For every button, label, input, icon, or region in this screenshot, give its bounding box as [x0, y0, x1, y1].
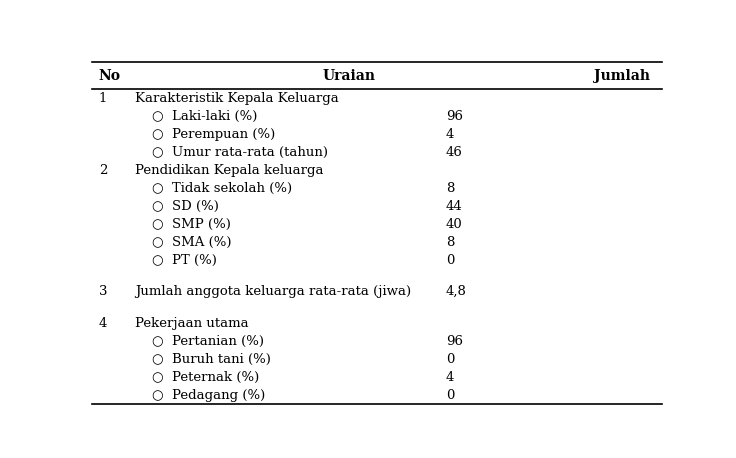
- Text: 1: 1: [99, 92, 107, 104]
- Text: 2: 2: [99, 164, 107, 176]
- Text: 0: 0: [445, 353, 454, 365]
- Text: 0: 0: [445, 254, 454, 267]
- Text: ○  SMP (%): ○ SMP (%): [152, 218, 231, 230]
- Text: 4: 4: [445, 371, 454, 384]
- Text: 46: 46: [445, 146, 462, 158]
- Text: 4: 4: [99, 316, 107, 330]
- Text: ○  Tidak sekolah (%): ○ Tidak sekolah (%): [152, 181, 292, 195]
- Text: ○  Perempuan (%): ○ Perempuan (%): [152, 127, 275, 141]
- Text: ○  Peternak (%): ○ Peternak (%): [152, 371, 259, 384]
- Text: ○  PT (%): ○ PT (%): [152, 254, 217, 267]
- Text: ○  SMA (%): ○ SMA (%): [152, 235, 231, 249]
- Text: 8: 8: [445, 235, 454, 249]
- Text: ○  Umur rata-rata (tahun): ○ Umur rata-rata (tahun): [152, 146, 328, 158]
- Text: ○  Buruh tani (%): ○ Buruh tani (%): [152, 353, 271, 365]
- Text: 96: 96: [445, 109, 463, 123]
- Text: Karakteristik Kepala Keluarga: Karakteristik Kepala Keluarga: [135, 92, 339, 104]
- Text: 44: 44: [445, 200, 462, 213]
- Text: Jumlah: Jumlah: [594, 69, 650, 82]
- Text: ○  Laki-laki (%): ○ Laki-laki (%): [152, 109, 258, 123]
- Text: Pendidikan Kepala keluarga: Pendidikan Kepala keluarga: [135, 164, 323, 176]
- Text: Uraian: Uraian: [322, 69, 375, 82]
- Text: 40: 40: [445, 218, 462, 230]
- Text: 3: 3: [99, 285, 107, 298]
- Text: No: No: [99, 69, 121, 82]
- Text: 0: 0: [445, 388, 454, 402]
- Text: Pekerjaan utama: Pekerjaan utama: [135, 316, 249, 330]
- Text: 4,8: 4,8: [445, 285, 467, 298]
- Text: ○  Pertanian (%): ○ Pertanian (%): [152, 335, 264, 348]
- Text: Jumlah anggota keluarga rata-rata (jiwa): Jumlah anggota keluarga rata-rata (jiwa): [135, 285, 411, 298]
- Text: 4: 4: [445, 127, 454, 141]
- Text: ○  SD (%): ○ SD (%): [152, 200, 219, 213]
- Text: 96: 96: [445, 335, 463, 348]
- Text: ○  Pedagang (%): ○ Pedagang (%): [152, 388, 265, 402]
- Text: 8: 8: [445, 181, 454, 195]
